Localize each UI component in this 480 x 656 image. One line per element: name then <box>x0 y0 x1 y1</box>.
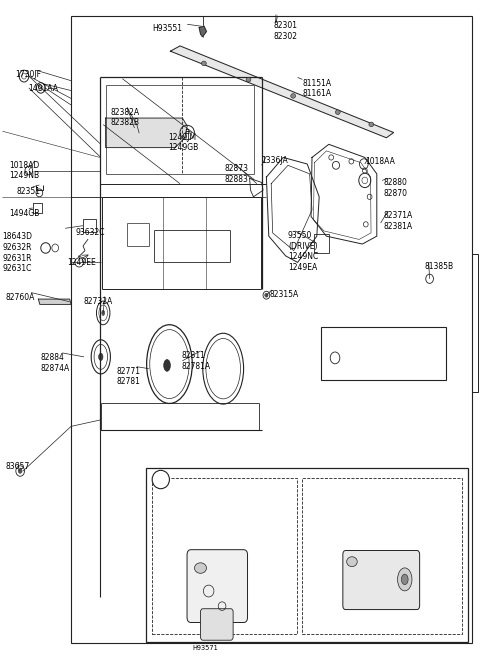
Text: H93551: H93551 <box>153 24 182 33</box>
Ellipse shape <box>194 563 206 573</box>
Text: 1249JM
1249GB: 1249JM 1249GB <box>168 133 198 152</box>
Text: 93632C: 93632C <box>76 228 105 237</box>
Text: 93570B: 93570B <box>362 616 388 622</box>
Text: 82732A: 82732A <box>83 297 112 306</box>
Text: a: a <box>185 127 190 136</box>
Text: 1018AA: 1018AA <box>365 157 395 167</box>
Ellipse shape <box>265 293 268 297</box>
Text: 93553A: 93553A <box>357 344 384 350</box>
Polygon shape <box>170 46 394 138</box>
Text: 18643D
92632R
92631R
92631C: 18643D 92632R 92631R 92631C <box>2 232 32 274</box>
Bar <box>83 219 96 232</box>
Text: 81385B: 81385B <box>425 262 454 272</box>
Text: 82771
82781: 82771 82781 <box>117 367 141 386</box>
Bar <box>314 234 329 253</box>
Text: 81151A
81161A: 81151A 81161A <box>302 79 332 98</box>
Text: 1730JF: 1730JF <box>15 70 41 79</box>
Text: 82311
82781A: 82311 82781A <box>181 351 211 371</box>
Text: 93553: 93553 <box>357 355 379 361</box>
Ellipse shape <box>246 77 251 82</box>
Text: 1018AD
1249NB: 1018AD 1249NB <box>10 161 40 180</box>
Bar <box>302 478 462 634</box>
FancyBboxPatch shape <box>187 550 248 623</box>
Text: (PASSENGER): (PASSENGER) <box>325 329 372 336</box>
Text: 82760A: 82760A <box>6 293 35 302</box>
FancyBboxPatch shape <box>343 550 420 609</box>
Text: 1249EE: 1249EE <box>67 258 96 267</box>
Ellipse shape <box>347 557 357 567</box>
Text: (PASSENGER): (PASSENGER) <box>157 482 202 488</box>
Text: 82301
82302: 82301 82302 <box>274 21 298 41</box>
Text: 82315A: 82315A <box>270 290 299 299</box>
Text: 93562: 93562 <box>222 494 243 500</box>
Text: H93571: H93571 <box>192 646 218 651</box>
Ellipse shape <box>401 574 408 584</box>
Text: 82371A
82381A: 82371A 82381A <box>384 211 413 231</box>
Text: 92350G: 92350G <box>384 481 410 487</box>
Ellipse shape <box>336 110 340 114</box>
Polygon shape <box>38 299 71 304</box>
Bar <box>71 16 472 643</box>
Text: 93550
(DRIVE)
1249NC
1249EA: 93550 (DRIVE) 1249NC 1249EA <box>288 231 318 272</box>
Ellipse shape <box>202 61 206 66</box>
Ellipse shape <box>102 310 105 316</box>
Ellipse shape <box>152 470 169 489</box>
Ellipse shape <box>18 468 22 474</box>
Bar <box>152 478 297 634</box>
Text: 82873
82883: 82873 82883 <box>225 164 249 184</box>
Text: (DRIVE): (DRIVE) <box>307 482 332 488</box>
Text: a: a <box>158 475 164 484</box>
Polygon shape <box>106 118 187 148</box>
Text: 82880
82870: 82880 82870 <box>384 178 408 198</box>
Text: 1494GB: 1494GB <box>10 209 40 218</box>
Text: 1491AA: 1491AA <box>28 84 58 93</box>
Bar <box>146 468 468 642</box>
Ellipse shape <box>99 353 103 360</box>
Ellipse shape <box>291 94 296 98</box>
Bar <box>321 327 446 380</box>
Text: 83657: 83657 <box>6 462 30 472</box>
Text: 82884
82874A: 82884 82874A <box>41 353 70 373</box>
Text: 1336JA: 1336JA <box>262 156 288 165</box>
Text: 82382A
82382B: 82382A 82382B <box>110 108 140 127</box>
Polygon shape <box>199 26 206 37</box>
Ellipse shape <box>369 122 373 127</box>
Ellipse shape <box>164 359 170 371</box>
FancyBboxPatch shape <box>201 609 233 640</box>
Text: 82351: 82351 <box>16 187 40 196</box>
Text: 92360C: 92360C <box>222 481 248 487</box>
Ellipse shape <box>397 568 412 591</box>
Bar <box>472 255 478 392</box>
